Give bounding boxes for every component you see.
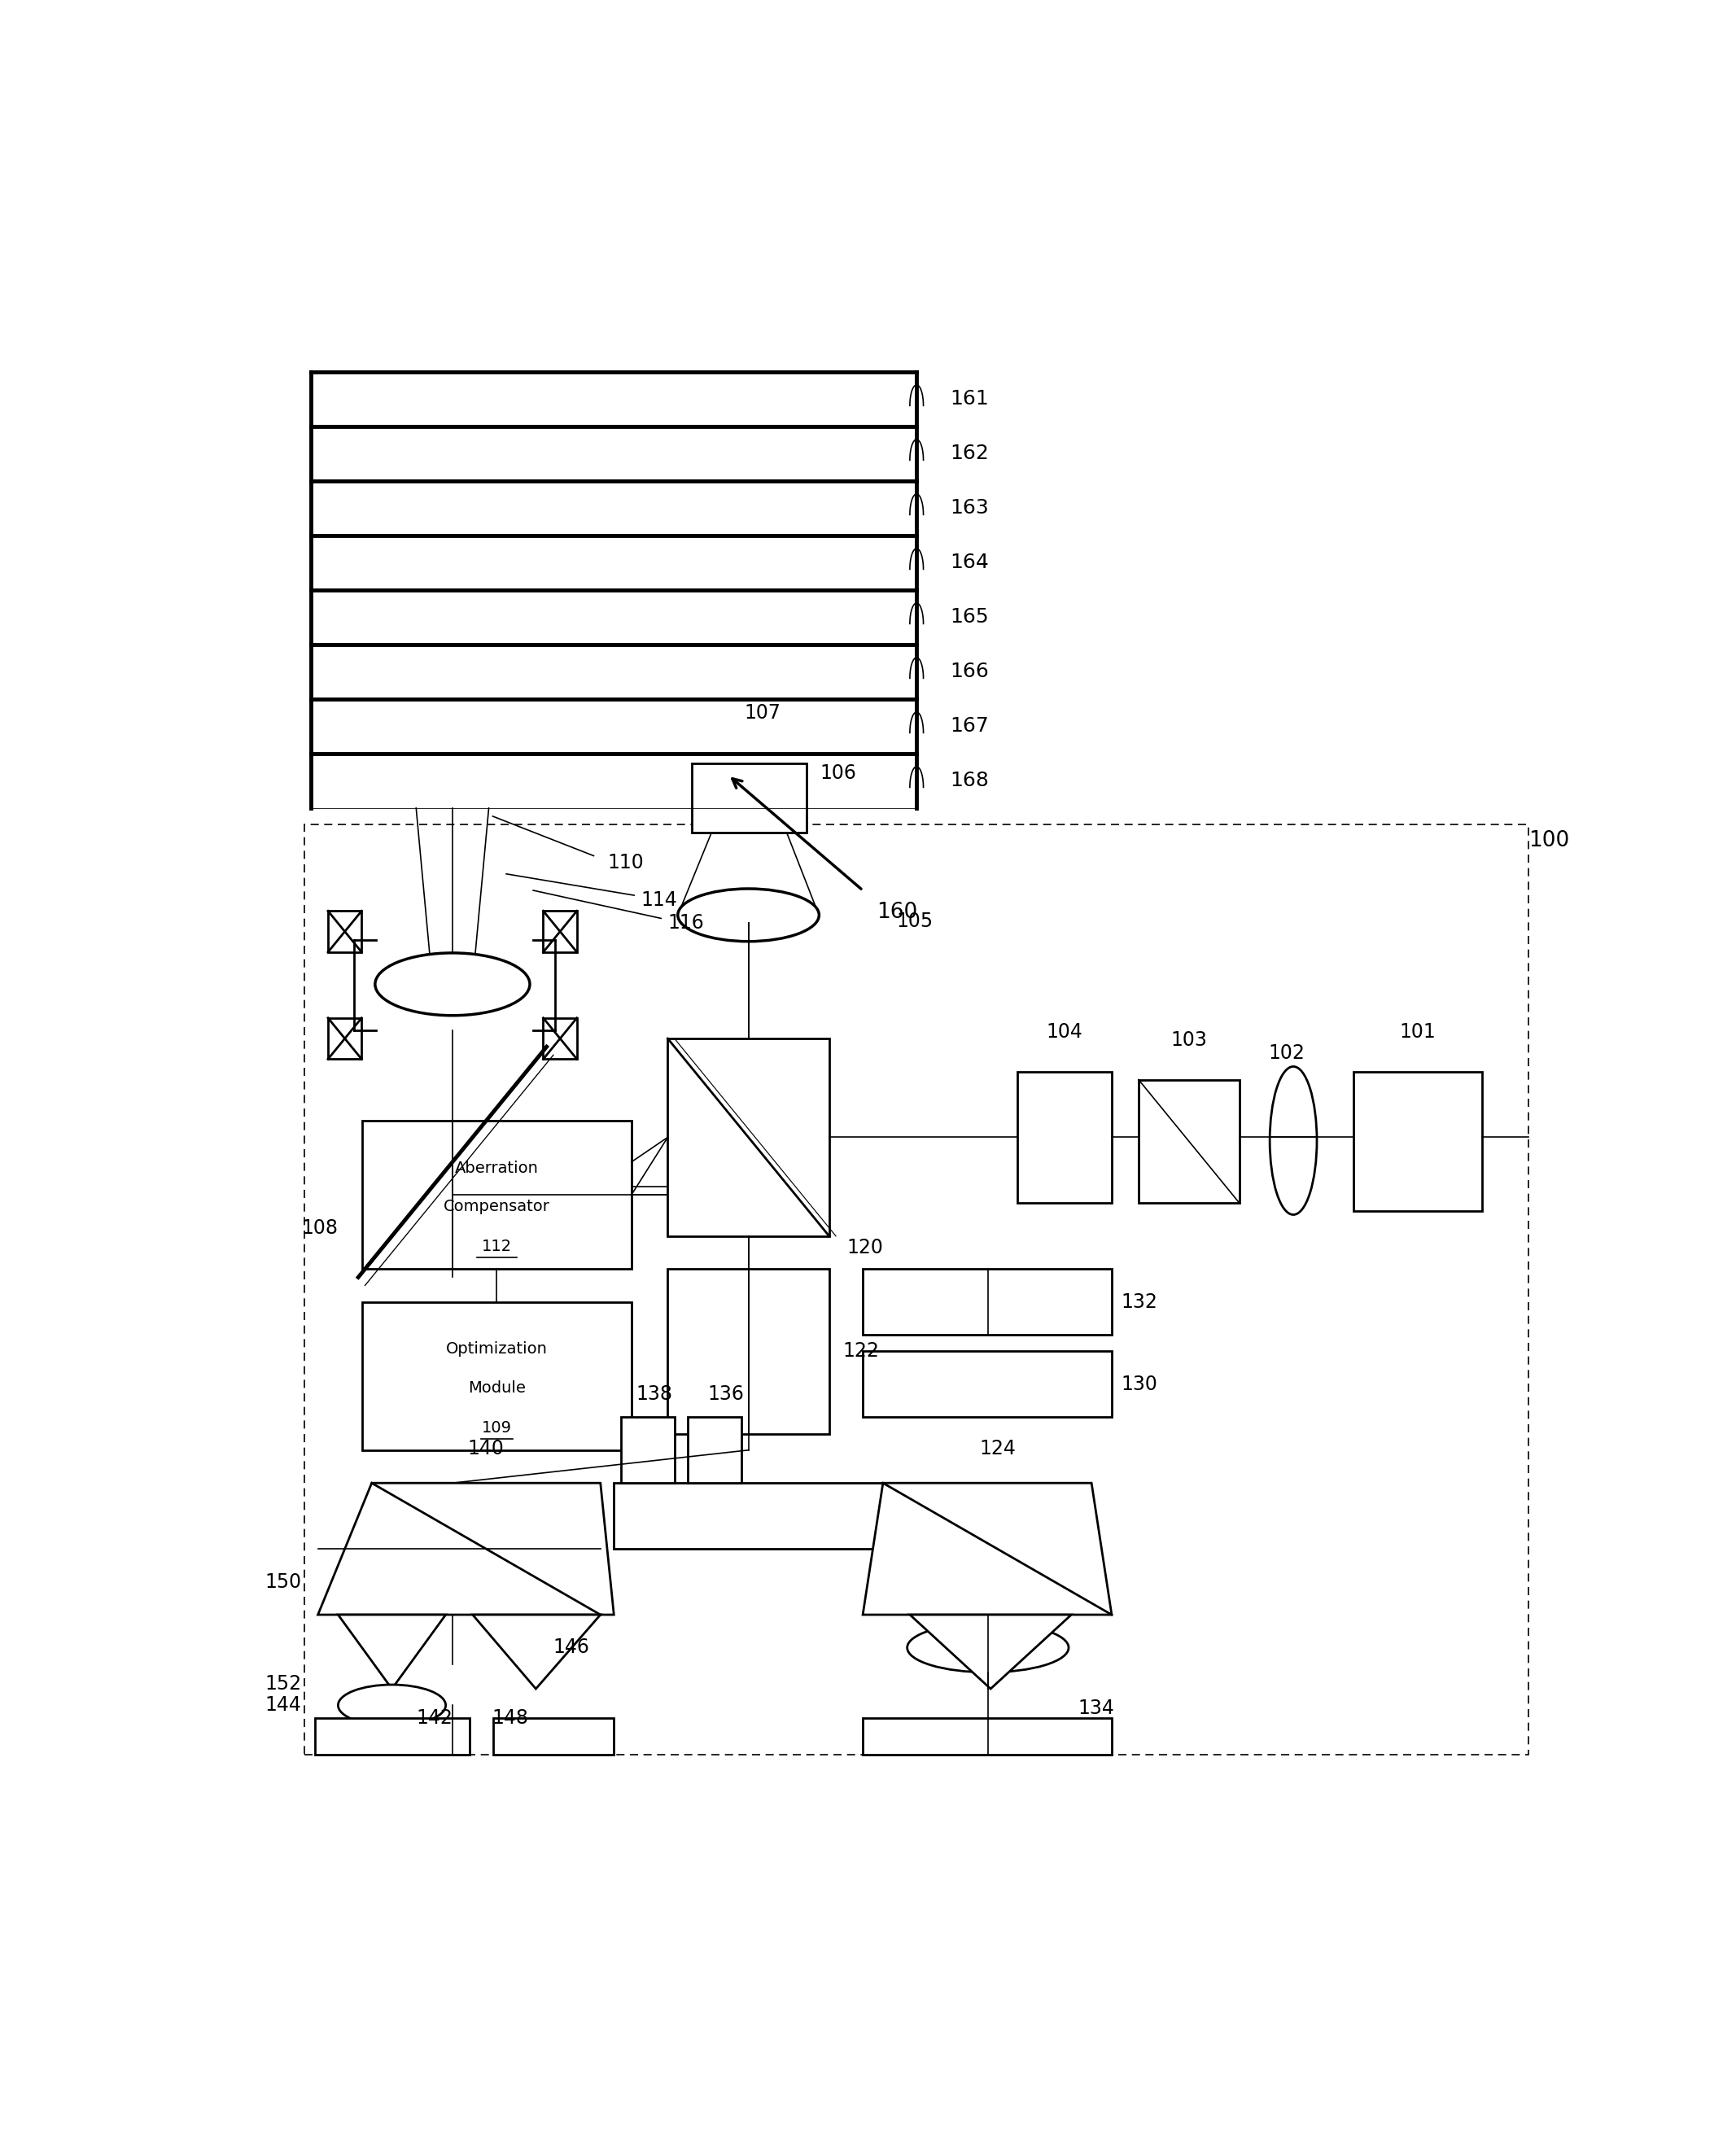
Text: 160: 160 [877, 902, 917, 924]
Text: 140: 140 [467, 1439, 505, 1458]
Polygon shape [910, 1614, 1071, 1689]
Polygon shape [311, 644, 917, 699]
Text: 161: 161 [950, 389, 990, 408]
Text: Aberration: Aberration [455, 1161, 538, 1176]
Text: Compensator: Compensator [444, 1199, 550, 1214]
Text: 130: 130 [1121, 1375, 1158, 1394]
Bar [328, 911, 361, 951]
Text: 116: 116 [668, 913, 705, 932]
Polygon shape [339, 1614, 446, 1689]
Text: 142: 142 [417, 1708, 453, 1728]
Bar [363, 1302, 632, 1450]
Bar [863, 1270, 1111, 1334]
Text: 112: 112 [481, 1240, 512, 1255]
Ellipse shape [908, 1623, 1069, 1672]
Bar [863, 1719, 1111, 1755]
Text: 120: 120 [847, 1238, 884, 1257]
Polygon shape [318, 1484, 615, 1614]
Bar [668, 1039, 830, 1236]
Text: 106: 106 [819, 763, 856, 783]
Text: Module: Module [469, 1381, 526, 1396]
Bar [668, 1270, 830, 1435]
Ellipse shape [677, 889, 819, 941]
Text: 148: 148 [491, 1708, 528, 1728]
Text: 107: 107 [745, 703, 781, 723]
Text: 122: 122 [842, 1341, 878, 1362]
Ellipse shape [375, 954, 529, 1016]
Polygon shape [311, 534, 917, 590]
Text: 152: 152 [266, 1674, 302, 1693]
Text: 138: 138 [635, 1385, 672, 1405]
Text: 102: 102 [1269, 1043, 1305, 1063]
Text: 146: 146 [554, 1638, 590, 1657]
Text: 168: 168 [950, 772, 990, 791]
Bar [328, 1018, 361, 1058]
Bar [1354, 1071, 1483, 1212]
Text: 134: 134 [1078, 1700, 1115, 1719]
Ellipse shape [339, 1685, 446, 1725]
Bar [316, 1719, 470, 1755]
Bar [304, 825, 1529, 1755]
Bar [363, 1120, 632, 1270]
Text: 108: 108 [302, 1219, 339, 1238]
Text: 100: 100 [1529, 830, 1569, 851]
Text: 105: 105 [896, 913, 934, 932]
Text: 166: 166 [950, 663, 990, 682]
Text: Optimization: Optimization [446, 1343, 547, 1358]
Bar [543, 1018, 576, 1058]
Text: 110: 110 [608, 853, 644, 872]
Polygon shape [311, 481, 917, 534]
Bar [687, 1417, 741, 1484]
Text: 162: 162 [950, 445, 990, 464]
Bar [863, 1351, 1111, 1417]
Text: 114: 114 [641, 892, 677, 911]
Text: 165: 165 [950, 607, 990, 626]
Bar [1017, 1071, 1111, 1204]
Ellipse shape [1269, 1067, 1318, 1214]
Bar [621, 1417, 674, 1484]
Text: 132: 132 [1121, 1291, 1158, 1313]
Text: 109: 109 [483, 1420, 512, 1435]
Polygon shape [311, 699, 917, 753]
Text: 103: 103 [1170, 1031, 1207, 1050]
Bar [693, 763, 806, 832]
Bar [493, 1719, 615, 1755]
Text: 136: 136 [707, 1385, 743, 1405]
Text: 164: 164 [950, 554, 990, 573]
Bar [1139, 1080, 1240, 1204]
Text: 104: 104 [1047, 1022, 1083, 1041]
Text: 144: 144 [266, 1695, 302, 1715]
Polygon shape [311, 753, 917, 808]
Polygon shape [311, 590, 917, 644]
Text: 124: 124 [979, 1439, 1016, 1458]
Polygon shape [472, 1614, 601, 1689]
Polygon shape [863, 1484, 1111, 1614]
Text: 101: 101 [1399, 1022, 1436, 1041]
Bar [615, 1484, 884, 1548]
Text: 150: 150 [266, 1571, 302, 1591]
Polygon shape [311, 425, 917, 481]
Polygon shape [311, 372, 917, 425]
Text: 163: 163 [950, 498, 990, 517]
Text: 167: 167 [950, 716, 990, 735]
Bar [543, 911, 576, 951]
